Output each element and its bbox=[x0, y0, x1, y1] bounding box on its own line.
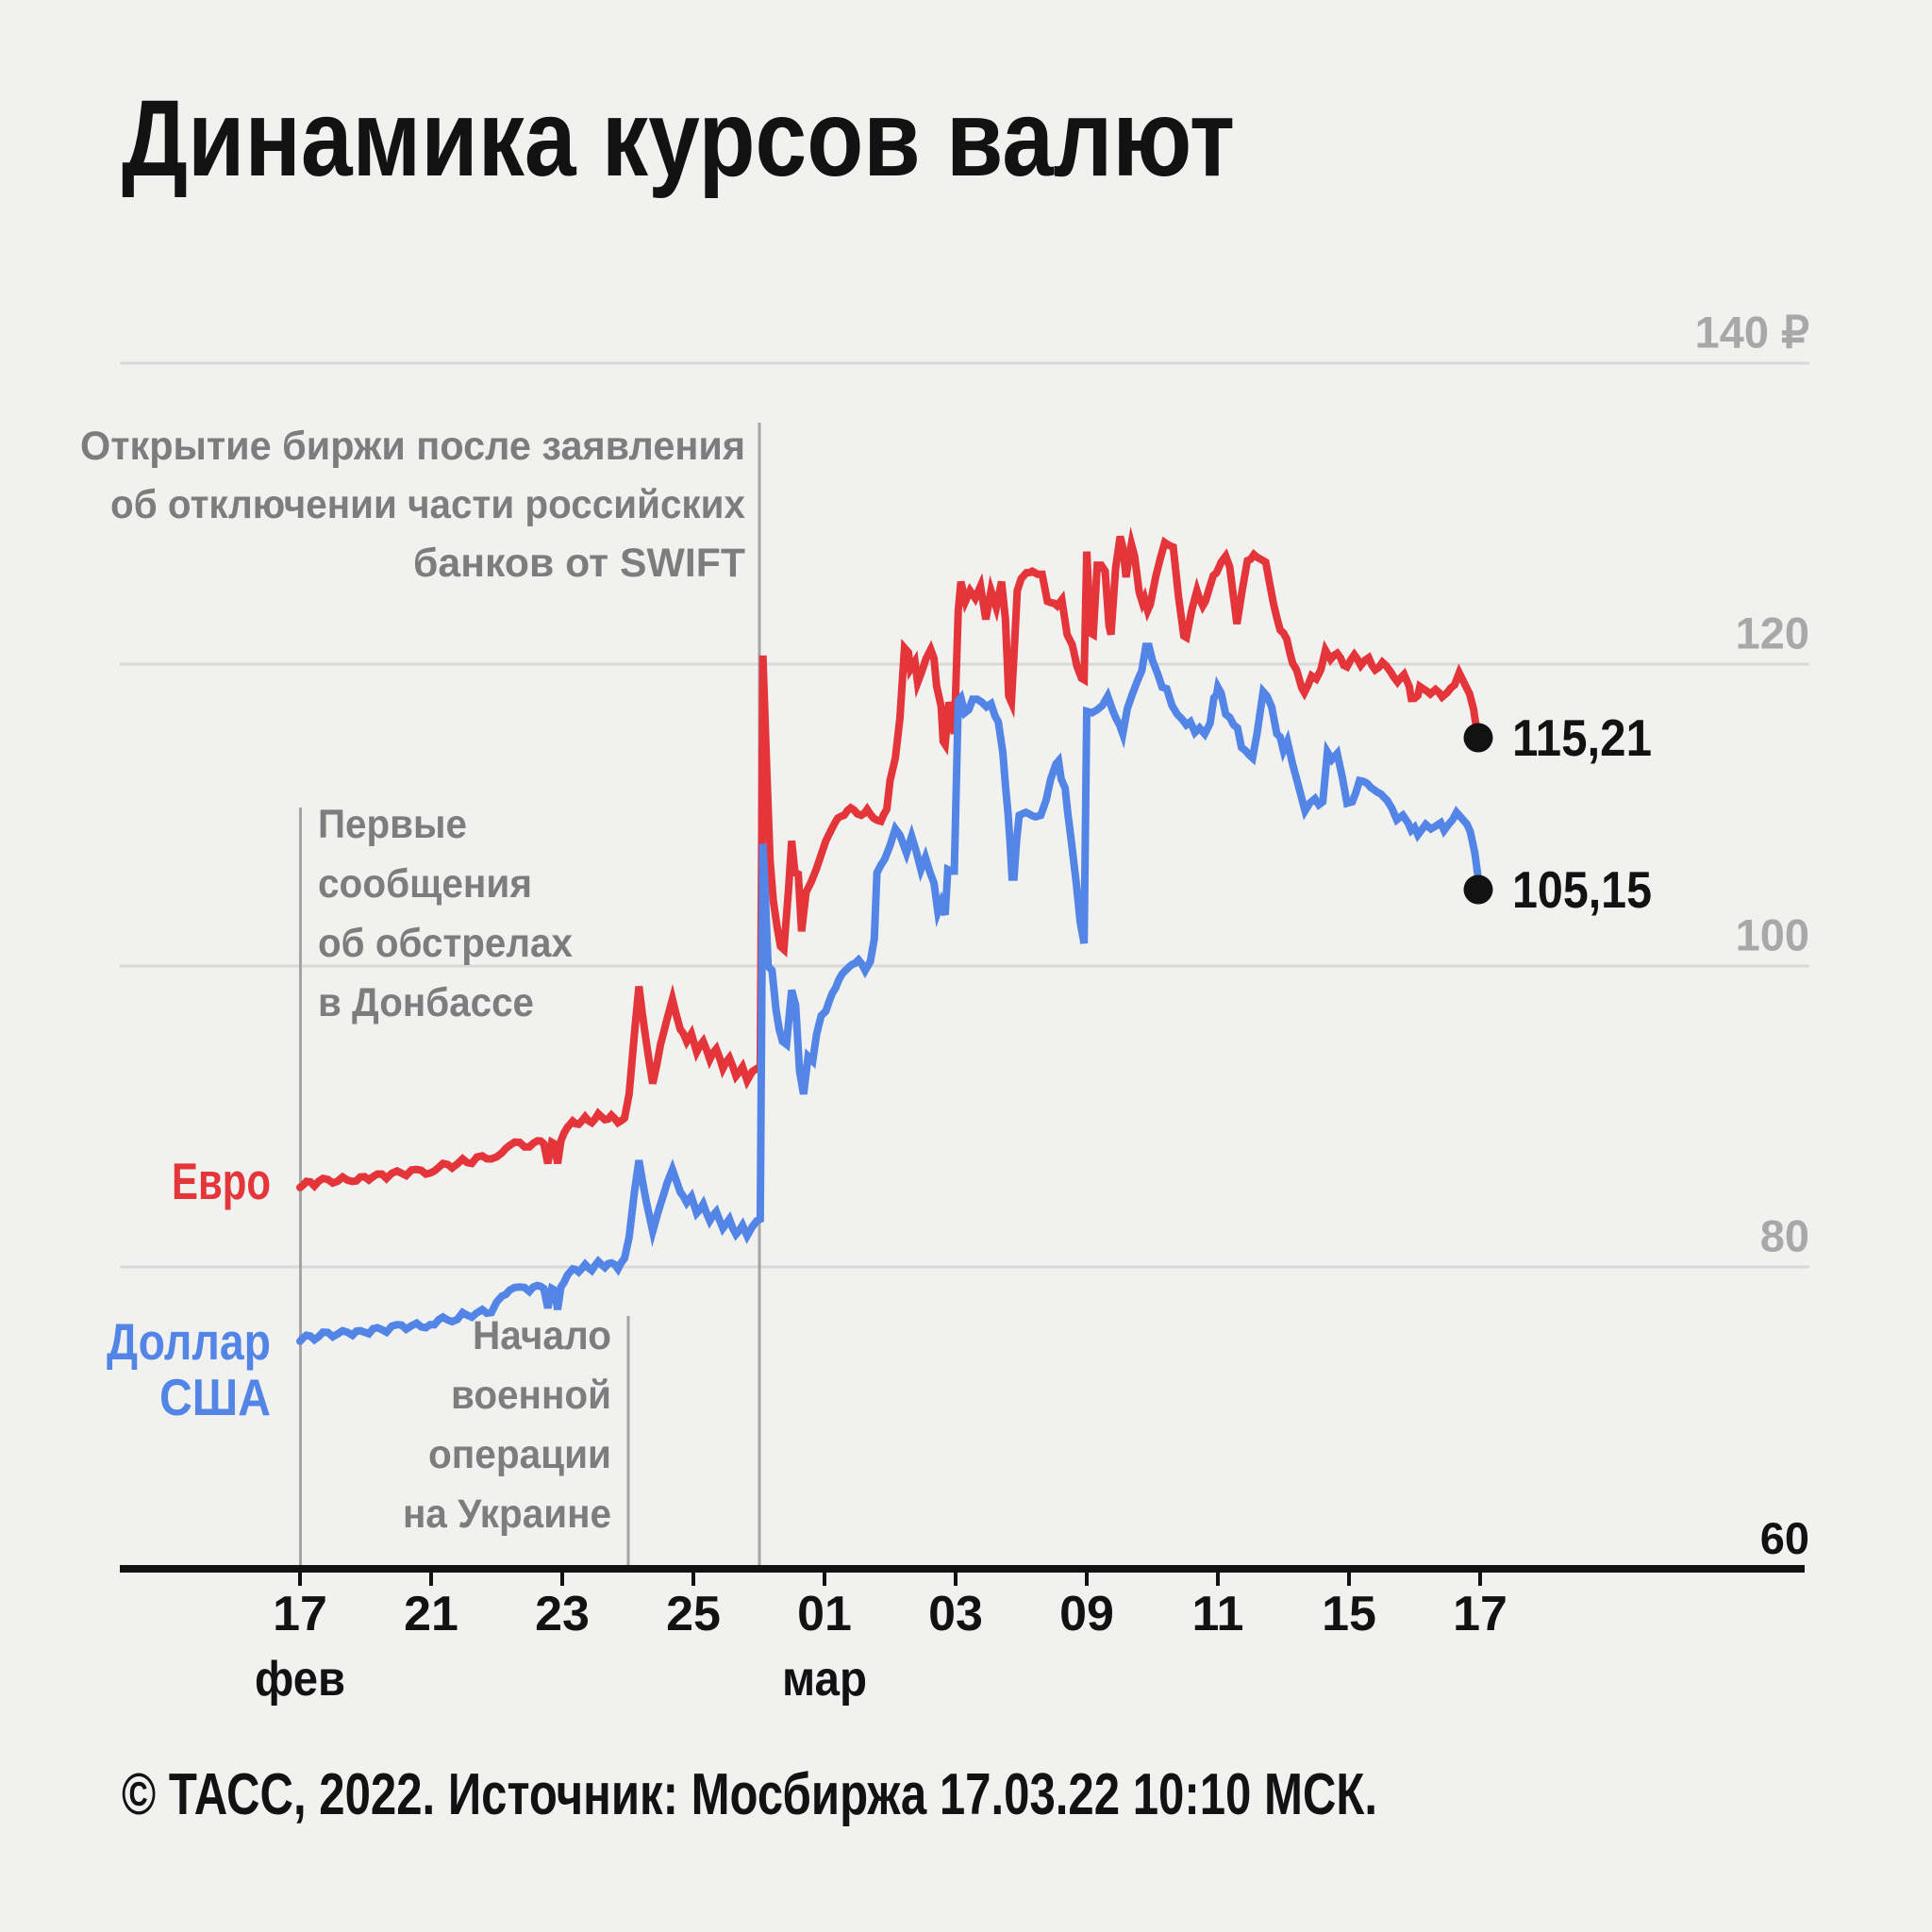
svg-text:120: 120 bbox=[1736, 608, 1809, 658]
svg-text:100: 100 bbox=[1736, 910, 1809, 960]
svg-text:сообщения: сообщения bbox=[318, 861, 532, 907]
svg-text:25: 25 bbox=[666, 1587, 721, 1641]
svg-text:на Украине: на Украине bbox=[403, 1491, 611, 1537]
svg-text:17: 17 bbox=[1453, 1587, 1507, 1641]
svg-text:80: 80 bbox=[1760, 1211, 1809, 1261]
svg-text:105,15: 105,15 bbox=[1512, 860, 1652, 919]
svg-text:15: 15 bbox=[1322, 1587, 1376, 1641]
svg-text:банков от SWIFT: банков от SWIFT bbox=[413, 541, 745, 586]
svg-text:об обстрелах: об обстрелах bbox=[318, 921, 573, 966]
svg-text:Доллар: Доллар bbox=[107, 1312, 271, 1371]
svg-text:операции: операции bbox=[428, 1432, 611, 1477]
svg-text:11: 11 bbox=[1192, 1587, 1244, 1641]
svg-text:23: 23 bbox=[535, 1587, 590, 1641]
svg-text:09: 09 bbox=[1059, 1587, 1114, 1641]
svg-text:Открытие биржи после заявления: Открытие биржи после заявления bbox=[80, 424, 745, 469]
svg-text:115,21: 115,21 bbox=[1512, 708, 1652, 767]
svg-text:мар: мар bbox=[782, 1652, 867, 1707]
svg-text:Первые: Первые bbox=[318, 802, 467, 847]
svg-text:в Донбассе: в Донбассе bbox=[318, 980, 534, 1025]
svg-text:Начало: Начало bbox=[473, 1313, 611, 1358]
svg-text:140 ₽: 140 ₽ bbox=[1695, 308, 1809, 358]
svg-text:17: 17 bbox=[273, 1587, 327, 1641]
svg-text:Евро: Евро bbox=[172, 1152, 271, 1210]
svg-text:об отключении части российских: об отключении части российских bbox=[110, 482, 745, 527]
svg-text:Динамика курсов валют: Динамика курсов валют bbox=[122, 78, 1235, 199]
svg-text:01: 01 bbox=[797, 1587, 852, 1641]
svg-text:США: США bbox=[159, 1368, 271, 1426]
svg-text:21: 21 bbox=[404, 1587, 458, 1641]
svg-text:© ТАСС, 2022. Источник: Мосбир: © ТАСС, 2022. Источник: Мосбиржа 17.03.2… bbox=[122, 1762, 1377, 1827]
svg-text:фев: фев bbox=[255, 1652, 345, 1707]
svg-text:60: 60 bbox=[1760, 1513, 1809, 1563]
svg-text:03: 03 bbox=[928, 1587, 983, 1641]
svg-text:военной: военной bbox=[451, 1373, 611, 1418]
